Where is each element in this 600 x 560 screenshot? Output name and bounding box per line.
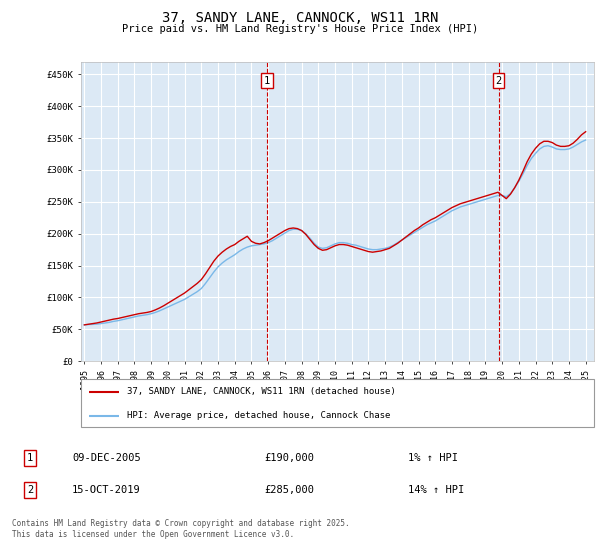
Text: Contains HM Land Registry data © Crown copyright and database right 2025.
This d: Contains HM Land Registry data © Crown c… [12, 520, 350, 539]
Text: 37, SANDY LANE, CANNOCK, WS11 1RN: 37, SANDY LANE, CANNOCK, WS11 1RN [162, 11, 438, 25]
Text: 1: 1 [27, 453, 33, 463]
Text: 37, SANDY LANE, CANNOCK, WS11 1RN (detached house): 37, SANDY LANE, CANNOCK, WS11 1RN (detac… [127, 387, 396, 396]
Text: Price paid vs. HM Land Registry's House Price Index (HPI): Price paid vs. HM Land Registry's House … [122, 24, 478, 34]
Text: 1: 1 [264, 76, 270, 86]
Text: 09-DEC-2005: 09-DEC-2005 [72, 453, 141, 463]
Text: 14% ↑ HPI: 14% ↑ HPI [408, 485, 464, 495]
Text: HPI: Average price, detached house, Cannock Chase: HPI: Average price, detached house, Cann… [127, 411, 391, 421]
Text: 15-OCT-2019: 15-OCT-2019 [72, 485, 141, 495]
Text: 2: 2 [27, 485, 33, 495]
Text: 1% ↑ HPI: 1% ↑ HPI [408, 453, 458, 463]
Text: 2: 2 [496, 76, 502, 86]
Text: £285,000: £285,000 [264, 485, 314, 495]
Text: £190,000: £190,000 [264, 453, 314, 463]
